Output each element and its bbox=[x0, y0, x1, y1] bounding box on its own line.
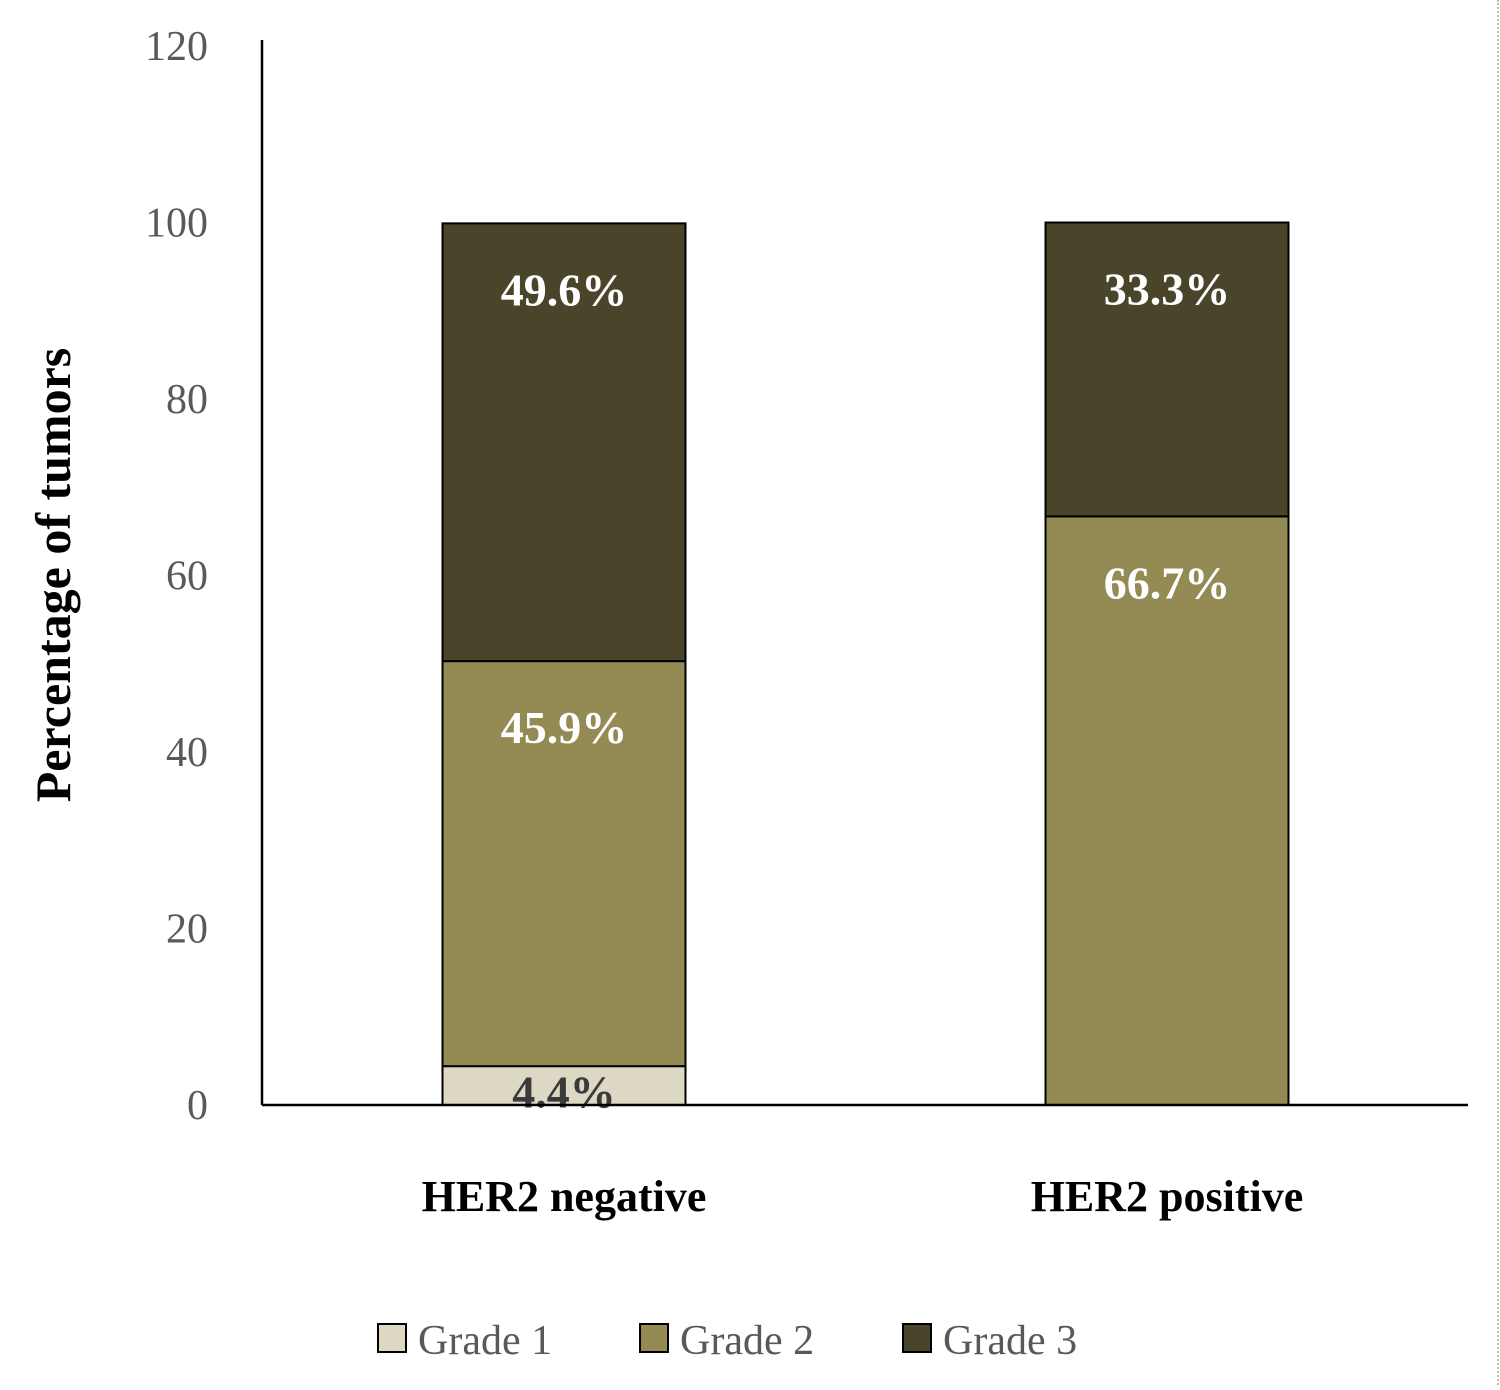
y-tick-label: 40 bbox=[166, 730, 208, 776]
data-label: 49.6% bbox=[501, 264, 628, 315]
y-tick-label: 0 bbox=[187, 1083, 208, 1129]
x-tick-label: HER2 positive bbox=[1031, 1172, 1304, 1221]
legend-label: Grade 3 bbox=[943, 1318, 1077, 1364]
legend-item: Grade 3 bbox=[902, 1318, 1077, 1364]
y-axis-title-group: Percentage of tumors bbox=[25, 348, 81, 802]
y-tick-label: 80 bbox=[166, 377, 208, 423]
bar-segment bbox=[441, 660, 687, 1068]
x-axis-ticks: HER2 negative HER2 positive bbox=[422, 1172, 1304, 1221]
axes bbox=[260, 40, 1468, 1107]
bar-stack: 66.7% 33.3% bbox=[1044, 221, 1290, 1106]
legend-label: Grade 1 bbox=[418, 1318, 552, 1364]
legend: Grade 1 Grade 2 Grade 3 bbox=[377, 1318, 1077, 1364]
bar-segment bbox=[1044, 221, 1290, 518]
bar-segment bbox=[441, 1065, 687, 1107]
y-tick-label: 60 bbox=[166, 554, 208, 600]
y-tick-label: 20 bbox=[166, 907, 208, 953]
bar-stack: 4.4% 45.9% 49.6% bbox=[441, 222, 687, 1118]
data-label: 45.9% bbox=[501, 702, 628, 753]
bar-segment bbox=[1044, 515, 1290, 1106]
legend-swatch bbox=[639, 1323, 669, 1353]
data-label: 33.3% bbox=[1104, 264, 1231, 315]
legend-swatch bbox=[902, 1323, 932, 1353]
dotted-frame-edge bbox=[1497, 0, 1499, 1385]
y-axis-title: Percentage of tumors bbox=[25, 348, 81, 802]
bar-segment bbox=[441, 222, 687, 663]
legend-swatch bbox=[377, 1323, 407, 1353]
x-tick-label: HER2 negative bbox=[422, 1172, 707, 1221]
y-axis-ticks: 0 20 40 60 80 100 120 bbox=[145, 24, 208, 1129]
legend-item: Grade 1 bbox=[377, 1318, 552, 1364]
y-tick-label: 120 bbox=[145, 24, 208, 70]
data-label: 4.4% bbox=[512, 1067, 616, 1118]
legend-label: Grade 2 bbox=[680, 1318, 814, 1364]
bar-stacks: 4.4% 45.9% 49.6% 66.7% 33.3% bbox=[441, 221, 1290, 1118]
legend-item: Grade 2 bbox=[639, 1318, 814, 1364]
data-label: 66.7% bbox=[1104, 557, 1231, 608]
y-tick-label: 100 bbox=[145, 201, 208, 247]
